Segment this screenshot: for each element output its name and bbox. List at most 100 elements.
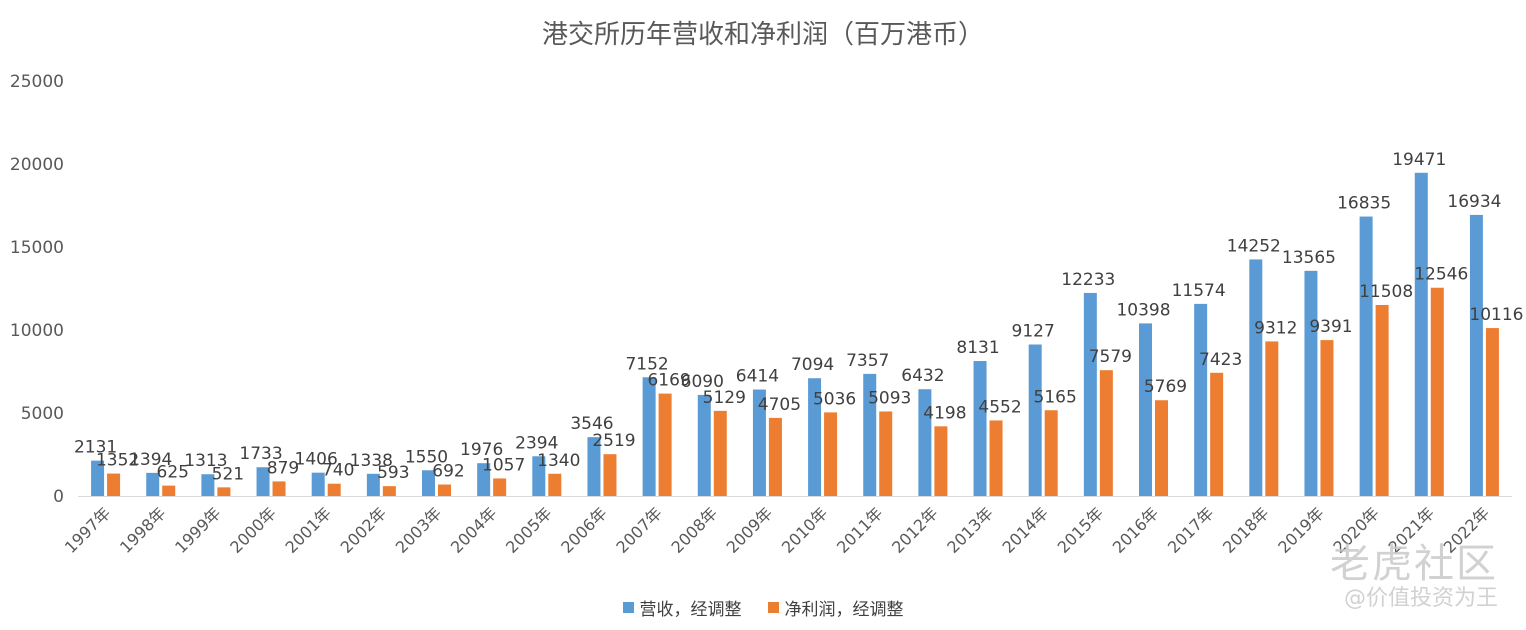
bar-revenue	[366, 473, 380, 496]
bar-revenue	[642, 377, 656, 496]
bar-net-profit	[768, 417, 782, 496]
x-tick-label: 2014年	[998, 503, 1052, 557]
bar-revenue	[1139, 323, 1152, 496]
bar-revenue	[1083, 292, 1097, 496]
x-tick-label: 2007年	[612, 503, 666, 557]
x-tick-label: 2013年	[943, 503, 997, 557]
bar-revenue	[91, 460, 105, 496]
data-label-net-profit: 1340	[537, 451, 580, 471]
x-tick-label: 2018年	[1219, 503, 1273, 557]
data-label-net-profit: 1352	[96, 451, 139, 471]
x-tick-label: 2008年	[668, 503, 722, 557]
x-tick-label: 2017年	[1164, 503, 1218, 557]
legend-swatch-revenue	[622, 602, 634, 613]
data-label-revenue: 16934	[1447, 192, 1501, 212]
y-tick-label: 10000	[10, 321, 64, 341]
data-label-net-profit: 593	[377, 463, 409, 483]
bar-revenue	[697, 394, 711, 496]
x-tick-label: 2006年	[557, 503, 611, 557]
bar-net-profit	[879, 411, 893, 496]
data-label-net-profit: 2519	[592, 431, 635, 451]
data-label-net-profit: 625	[157, 463, 189, 483]
y-tick-label: 25000	[10, 72, 64, 92]
bar-revenue	[1028, 344, 1042, 496]
legend-item-net-profit: 净利润，经调整	[767, 595, 904, 620]
bar-net-profit	[272, 481, 286, 496]
data-label-net-profit: 7579	[1089, 347, 1132, 367]
x-tick-label: 1999年	[171, 503, 225, 557]
y-tick-label: 5000	[21, 404, 64, 424]
data-label-revenue: 1338	[350, 451, 393, 471]
y-tick-label: 15000	[10, 238, 64, 258]
legend-swatch-net-profit	[767, 602, 779, 613]
data-label-net-profit: 5093	[868, 388, 911, 408]
bar-net-profit	[217, 487, 231, 496]
data-label-net-profit: 9312	[1254, 318, 1297, 338]
data-label-revenue: 11574	[1172, 281, 1226, 301]
x-tick-label: 2010年	[778, 503, 832, 557]
data-label-net-profit: 7423	[1199, 350, 1242, 370]
data-label-net-profit: 5129	[703, 388, 746, 408]
bar-revenue	[808, 378, 822, 496]
x-tick-label: 2016年	[1109, 503, 1163, 557]
bar-net-profit	[824, 412, 838, 496]
bar-revenue	[311, 472, 325, 496]
bars	[91, 172, 1499, 496]
data-label-net-profit: 6169	[647, 371, 690, 391]
x-tick-label: 1998年	[116, 503, 170, 557]
data-label-revenue: 19471	[1392, 150, 1446, 170]
data-label-revenue: 1394	[129, 450, 172, 470]
x-tick-label: 2019年	[1274, 503, 1328, 557]
data-label-net-profit: 11508	[1359, 282, 1413, 302]
bar-revenue	[587, 437, 601, 496]
bar-net-profit	[382, 486, 396, 496]
bar-revenue	[532, 456, 546, 496]
data-label-revenue: 12233	[1061, 270, 1115, 290]
data-label-net-profit: 5036	[813, 389, 856, 409]
data-label-net-profit: 4705	[758, 395, 801, 415]
bar-net-profit	[1430, 287, 1444, 496]
chart-title: 港交所历年营收和净利润（百万港币）	[541, 20, 984, 50]
legend-item-revenue: 营收，经调整	[622, 595, 742, 620]
bar-revenue	[863, 373, 877, 496]
y-axis: 0 5000 10000 15000 20000 25000	[10, 72, 64, 507]
bar-revenue	[201, 474, 215, 496]
bar-net-profit	[493, 478, 507, 496]
bar-net-profit	[603, 454, 617, 496]
x-tick-label: 2005年	[502, 503, 556, 557]
bar-revenue	[422, 470, 435, 496]
data-label-revenue: 9127	[1012, 321, 1055, 341]
bar-net-profit	[1099, 370, 1113, 496]
data-label-revenue: 8131	[956, 338, 999, 358]
bar-revenue	[1304, 270, 1318, 496]
data-label-net-profit: 10116	[1469, 305, 1523, 325]
data-label-net-profit: 521	[212, 464, 244, 484]
bar-revenue	[1194, 303, 1208, 496]
data-label-revenue: 10398	[1116, 300, 1170, 320]
bar-net-profit	[989, 420, 1003, 496]
bar-net-profit	[162, 485, 176, 496]
x-tick-label: 1997年	[61, 503, 115, 557]
x-tick-label: 2002年	[337, 503, 391, 557]
bar-revenue	[1414, 172, 1428, 496]
data-label-revenue: 3546	[570, 414, 613, 434]
data-label-revenue: 2131	[74, 438, 117, 458]
x-tick-label: 2004年	[447, 503, 501, 557]
watermark-user: @价值投资为王	[1343, 586, 1498, 611]
data-label-net-profit: 1057	[482, 455, 525, 475]
bar-revenue	[752, 389, 766, 496]
data-label-revenue: 13565	[1282, 248, 1336, 268]
bar-revenue	[1359, 216, 1373, 496]
x-axis: 1997年 1998年 1999年 2000年 2001年 2002年 2003年 2004年…	[61, 503, 1493, 557]
data-label-net-profit: 4198	[923, 403, 966, 423]
legend: 营收，经调整 净利润，经调整	[0, 595, 1526, 620]
bar-net-profit	[713, 410, 727, 496]
bar-revenue	[918, 389, 932, 496]
x-tick-label: 2003年	[392, 503, 446, 557]
legend-label-net-profit: 净利润，经调整	[784, 600, 904, 620]
x-tick-label: 2015年	[1054, 503, 1108, 557]
bar-net-profit	[438, 484, 451, 496]
data-label-revenue: 1733	[239, 444, 282, 464]
data-label-revenue: 2394	[515, 433, 558, 453]
